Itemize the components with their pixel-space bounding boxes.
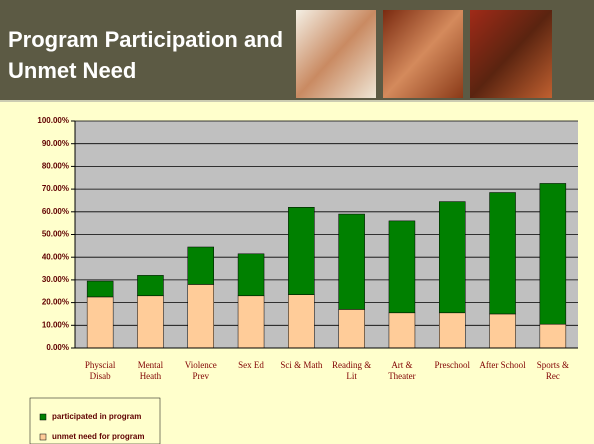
bar-segment	[238, 296, 264, 348]
y-tick-label: 50.00%	[42, 230, 69, 239]
legend-swatch	[40, 434, 46, 440]
bar-segment	[288, 295, 314, 348]
x-tick-label: Art & Theater	[378, 360, 426, 382]
legend-label: unmet need for program	[52, 432, 144, 441]
y-tick-label: 70.00%	[42, 184, 69, 193]
x-tick-label: Sex Ed	[227, 360, 275, 371]
bar-segment	[137, 275, 163, 295]
x-tick-label: Violence Prev	[177, 360, 225, 382]
y-tick-label: 30.00%	[42, 275, 69, 284]
slide: Program Participation and Unmet Need 0.0…	[0, 0, 594, 444]
x-tick-label: Preschool	[428, 360, 476, 371]
bar-segment	[389, 221, 415, 313]
y-tick-label: 40.00%	[42, 252, 69, 261]
photo	[383, 10, 463, 98]
bar-segment	[439, 202, 465, 313]
x-tick-label: Physcial Disab	[76, 360, 124, 382]
bar-segment	[490, 314, 516, 348]
photo	[470, 10, 552, 98]
bar-segment	[540, 183, 566, 324]
x-tick-label: Sci & Math	[277, 360, 325, 371]
legend-swatch	[40, 414, 46, 420]
bar-segment	[238, 254, 264, 296]
bar-segment	[188, 247, 214, 284]
x-tick-label: Sports & Rec	[529, 360, 577, 382]
legend-label: participated in program	[52, 412, 141, 421]
y-tick-label: 0.00%	[46, 343, 69, 352]
bar-segment	[439, 313, 465, 348]
y-tick-label: 60.00%	[42, 207, 69, 216]
bar-segment	[188, 284, 214, 348]
x-tick-label: Reading & Lit	[328, 360, 376, 382]
bar-segment	[87, 297, 113, 348]
y-tick-label: 100.00%	[37, 116, 69, 125]
bar-segment	[389, 313, 415, 348]
photo	[296, 10, 376, 98]
bar-segment	[339, 214, 365, 309]
bar-segment	[339, 309, 365, 348]
bar-segment	[288, 207, 314, 294]
y-tick-label: 80.00%	[42, 162, 69, 171]
y-tick-label: 20.00%	[42, 298, 69, 307]
bar-segment	[540, 324, 566, 348]
x-tick-label: Mental Heath	[126, 360, 174, 382]
y-tick-label: 90.00%	[42, 139, 69, 148]
y-tick-label: 10.00%	[42, 320, 69, 329]
x-tick-label: After School	[479, 360, 527, 371]
bar-segment	[87, 281, 113, 297]
bar-segment	[490, 193, 516, 314]
bar-segment	[137, 296, 163, 348]
